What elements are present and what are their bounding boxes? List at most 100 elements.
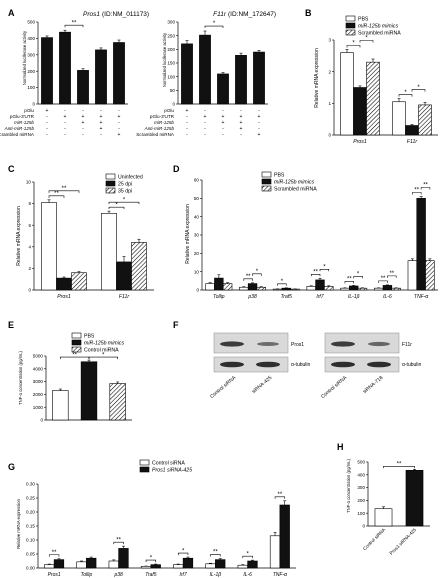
panel-g-plot: 0.00 0.05 0.10 0.15 0.20 0.25 0.30 Pros1 Tollip p… <box>26 459 296 578</box>
panel-g-category-3: Traf5 <box>145 572 157 578</box>
panel-a2-sig-0 <box>204 25 224 29</box>
panel-d-category-4: IL-1β <box>348 294 360 300</box>
panel-d-ytick-label-3: 30 <box>194 233 200 238</box>
panel-g-category-0: Pros1 <box>48 572 61 578</box>
panel-a2-row-3-mark-3: + <box>240 126 243 132</box>
panel-b-bar-1-1 <box>405 125 419 136</box>
panel-label-f: F <box>173 320 179 330</box>
blot-right-loading-label: α-tubulin <box>402 362 422 368</box>
panel-a2-row-label-1: pGlu-3'UTR <box>150 114 175 119</box>
panel-d-sig-4-label: * <box>323 264 326 270</box>
panel-d-sig-7 <box>378 280 388 283</box>
blot-left-protein-label: Pros1 <box>291 342 304 348</box>
panel-d-bar-2-1 <box>281 287 291 291</box>
panel-a2-row-label-2: miR-125b <box>154 120 174 125</box>
panel-h-ytick-label-0: 0 <box>362 524 365 529</box>
panel-e-legend-swatch-2 <box>71 346 82 353</box>
panel-h-ytick-label-1: 100 <box>357 511 365 516</box>
panel-c-ylabel: Relative mRNA expression <box>16 206 22 266</box>
panel-d-ytick-label-2: 20 <box>194 251 200 256</box>
panel-e-ytick-label-2: 2000 <box>33 392 44 397</box>
panel-a2-bar-1 <box>199 34 211 105</box>
panel-g-bar-4-1 <box>182 557 194 569</box>
panel-b-sig-2 <box>398 94 413 97</box>
panel-a2: F11r (ID:NM_172647) Normalized luciferas… <box>136 11 276 138</box>
panel-e-bar-0 <box>52 390 69 421</box>
panel-a2-id: (ID:NM_172647) <box>228 11 276 18</box>
panel-a-row-4-mark-2: - <box>82 132 84 138</box>
panel-g-sig-2 <box>145 559 157 563</box>
panel-g-sig-2-label: * <box>150 555 153 561</box>
panel-b-sig-0-label: * <box>352 41 355 47</box>
panel-d-ytick-label-6: 60 <box>194 178 200 183</box>
panel-h-ylabel: TNF-α concentration (pg/mL) <box>346 458 351 512</box>
panel-a-row-4-mark-4: + <box>118 132 121 138</box>
panel-h-ytick-label-2: 200 <box>357 498 365 503</box>
panel-d-category-5: IL-6 <box>383 294 392 300</box>
panel-e-ylabel: TNF-α concentration (pg/mL) <box>18 350 23 404</box>
panel-a-row-1-mark-1: + <box>64 114 67 120</box>
panel-d-sig-6 <box>353 276 363 279</box>
panel-c-legend-swatch-2 <box>105 187 116 194</box>
panel-c-ytick-label-2: 4 <box>28 244 31 249</box>
panel-a-row-2-mark-4: - <box>118 120 120 126</box>
blot-left: Pros1 α-tubulin Control siRNA siRNA-425 <box>209 332 311 400</box>
panel-label-b: B <box>305 8 312 18</box>
panel-a2-row-label-3: Anti-miR-125b <box>144 126 175 131</box>
panel-d-legend-label-0: PBS <box>274 172 285 178</box>
panel-b-ytick-label-1: 1 <box>328 101 331 106</box>
panel-e-ytick-label-1: 1000 <box>33 405 44 410</box>
panel-c-legend-swatch-0 <box>105 173 116 180</box>
panel-e-ytick-label-4: 4000 <box>33 366 44 371</box>
panel-a-row-4-mark-3: - <box>100 132 102 138</box>
panel-h-ytick-label-5: 500 <box>357 460 365 465</box>
panel-d-category-3: Irf7 <box>316 294 323 300</box>
panel-d-sig-0 <box>243 278 253 281</box>
panel-d-category-1: p38 <box>247 294 257 300</box>
panel-a-row-label-0: pGlu <box>24 108 34 113</box>
blot-right-lane-2: siRNA-718 <box>362 375 385 395</box>
panel-c-bar-1-1 <box>116 261 132 291</box>
panel-g-legend-swatch-1 <box>139 466 150 473</box>
panel-e-sig-0-label: ** <box>72 352 77 358</box>
panel-d-legend-swatch-0 <box>261 171 272 178</box>
panel-g-sig-0-label: ** <box>52 550 57 556</box>
panel-a-bar-2 <box>77 70 89 105</box>
panel-a-id: (ID:NM_011173) <box>102 11 149 18</box>
panel-g-category-7: TNF-α <box>273 572 287 578</box>
panel-e-ytick-label-3: 3000 <box>33 379 44 384</box>
panel-a-ytick-label-4: 400 <box>27 36 35 41</box>
panel-d-sig-3-label: ** <box>313 269 318 275</box>
panel-c-sig-3 <box>108 201 140 205</box>
panel-c-bar-0-2 <box>71 272 87 291</box>
panel-a2-gene: F11r <box>213 11 227 18</box>
panel-c-legend-swatch-1 <box>105 180 116 187</box>
panel-c-sig-2 <box>108 206 125 210</box>
panel-c-bar-1-0 <box>101 213 117 291</box>
panel-g-bar-3-1 <box>150 564 161 569</box>
panel-d-sig-5-label: ** <box>347 277 352 283</box>
panel-a-row-2-mark-2: + <box>82 120 85 126</box>
panel-g-ytick-label-3: 0.15 <box>26 524 35 529</box>
panel-c-legend-label-1: 25 dpi <box>118 181 132 187</box>
panel-d-category-0: Tollip <box>213 294 225 300</box>
panel-e-ytick-label-0: 0 <box>40 418 43 423</box>
panel-b: B Relative mRNA expression 0 1 2 3 Pros1 F11r… <box>305 8 438 145</box>
panel-a2-row-0-mark-2: - <box>222 108 224 114</box>
panel-g: G Relative mRNA expression 0.000.050.100… <box>8 459 296 578</box>
panel-d-bar-6-1 <box>416 198 426 291</box>
panel-g-bar-3-0 <box>140 566 152 569</box>
panel-d-sig-1-label: * <box>256 269 259 275</box>
panel-g-ytick-label-2: 0.10 <box>26 538 35 543</box>
panel-b-bar-1-0 <box>392 101 406 136</box>
panel-g-legend-swatch-0 <box>139 459 150 466</box>
panel-a-row-1-mark-2: + <box>82 114 85 120</box>
panel-e-legend-swatch-1 <box>71 339 82 346</box>
panel-g-bar-5-0 <box>205 563 216 569</box>
panel-b-category-1: F11r <box>407 139 418 145</box>
panel-c-bar-0-0 <box>41 202 57 291</box>
panel-a-row-label-1: pGlu-3'UTR <box>10 114 35 119</box>
